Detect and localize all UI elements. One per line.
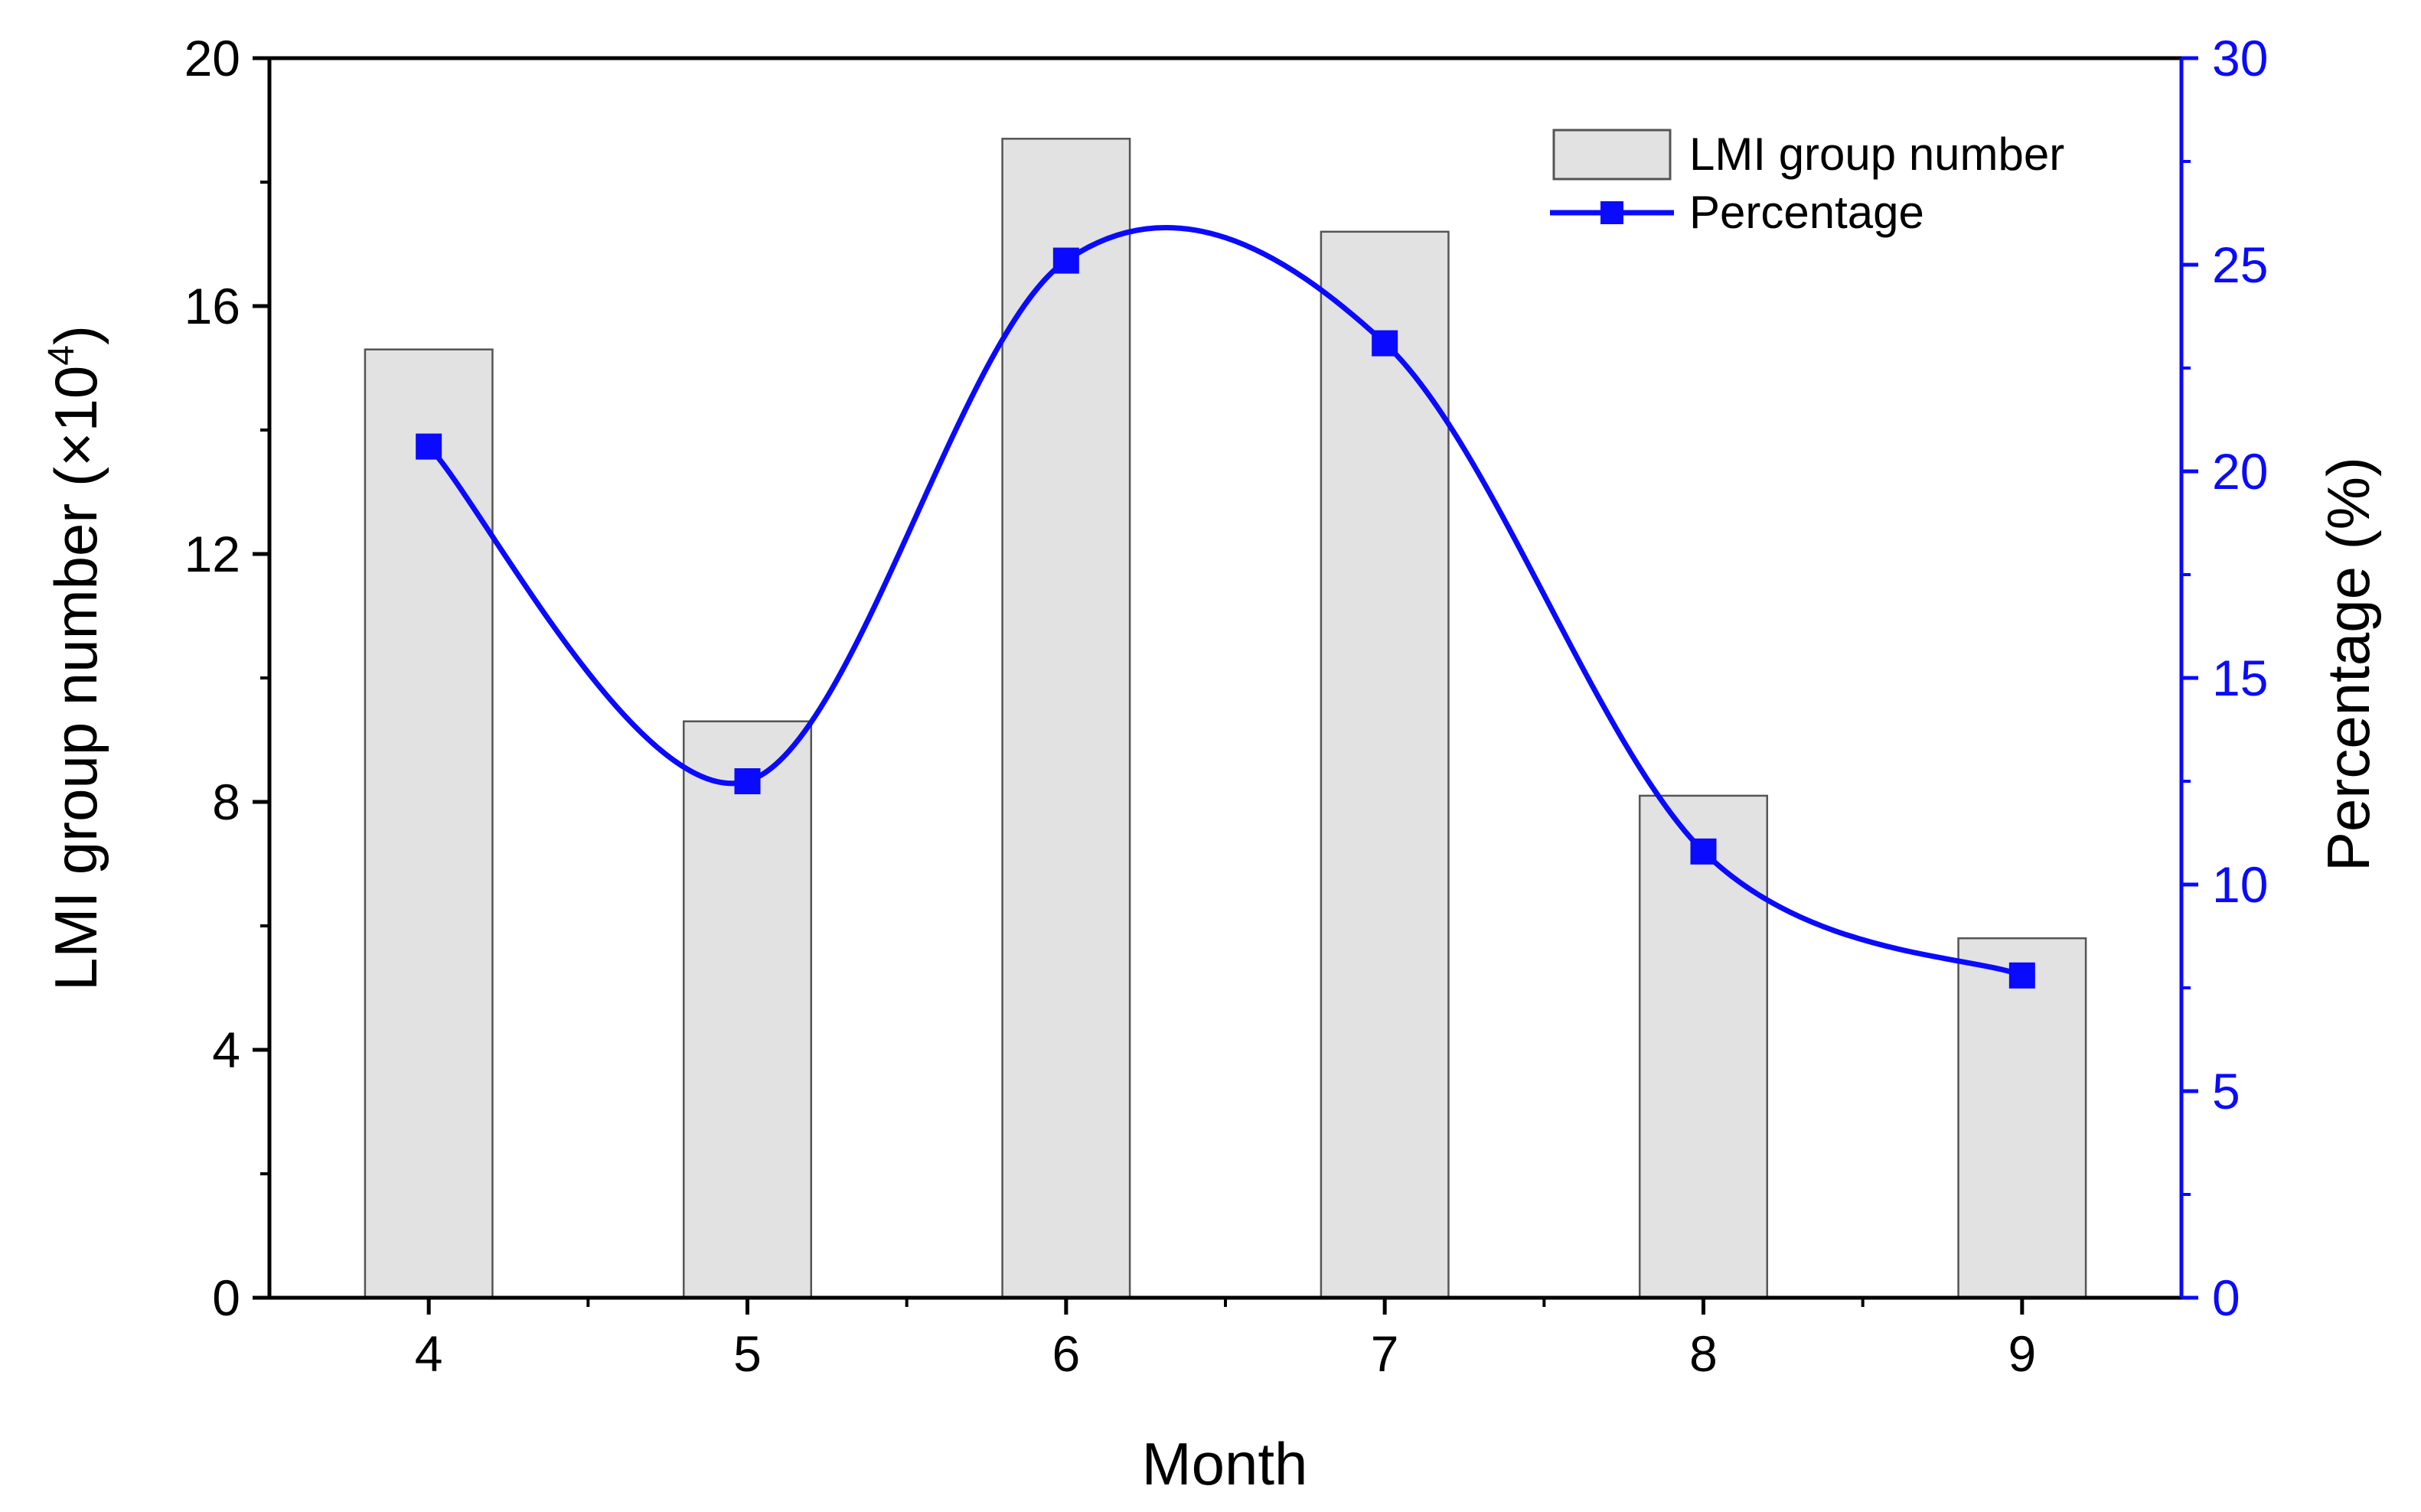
y-axis-left-title-main: LMI group number (×10 — [42, 366, 109, 991]
legend-label-lmi-group-number: LMI group number — [1689, 129, 2064, 180]
percentage-marker-month-8 — [1690, 838, 1717, 865]
line-layer — [416, 224, 2035, 989]
y-left-tick-label: 20 — [184, 30, 240, 86]
bar-month-7 — [1320, 230, 1450, 1299]
y-right-tick-label: 25 — [2212, 236, 2268, 293]
y-left-tick-label: 8 — [212, 774, 240, 830]
percentage-marker-month-6 — [1052, 247, 1079, 274]
bar-month-9 — [1957, 937, 2087, 1299]
legend-marker-swatch — [1600, 201, 1623, 224]
y-right-tick-label: 0 — [2212, 1269, 2240, 1326]
y-axis-left-title-end: ) — [42, 325, 109, 345]
x-tick-label-4: 4 — [415, 1325, 443, 1382]
y-axis-left-title-superscript: 4 — [41, 345, 82, 366]
y-axis-right-title: Percentage (%) — [2315, 457, 2382, 872]
legend-label-percentage: Percentage — [1689, 187, 1924, 238]
x-tick-label-6: 6 — [1052, 1325, 1080, 1382]
y-axis-left-title: LMI group number (×104) — [41, 325, 109, 991]
x-tick-label-8: 8 — [1689, 1325, 1718, 1382]
bar-month-4 — [364, 348, 494, 1299]
percentage-marker-month-5 — [734, 768, 761, 794]
y-right-tick-label: 20 — [2212, 443, 2268, 500]
y-right-tick-label: 30 — [2212, 30, 2268, 86]
percentage-marker-month-7 — [1372, 330, 1398, 357]
bar-month-6 — [1001, 138, 1131, 1299]
bar-month-8 — [1638, 794, 1769, 1299]
legend: LMI group number Percentage — [1550, 129, 2064, 238]
x-axis-title: Month — [1142, 1430, 1308, 1497]
bars-layer — [364, 138, 2087, 1299]
y-left-tick-label: 0 — [212, 1269, 240, 1326]
x-tick-label-7: 7 — [1371, 1325, 1399, 1382]
x-tick-label-9: 9 — [2008, 1325, 2036, 1382]
percentage-marker-month-4 — [416, 433, 442, 460]
y-right-tick-label: 5 — [2212, 1063, 2240, 1119]
x-tick-label-5: 5 — [733, 1325, 762, 1382]
legend-bar-swatch — [1552, 129, 1672, 181]
ticks-layer: 0 4 8 12 16 20 0 5 10 15 20 25 30 4 5 6 7 8 9 — [184, 30, 2269, 1382]
y-right-tick-label: 10 — [2212, 856, 2268, 913]
y-left-tick-label: 16 — [184, 278, 240, 334]
y-left-tick-label: 12 — [184, 526, 240, 582]
y-left-tick-label: 4 — [212, 1022, 240, 1078]
y-right-tick-label: 15 — [2212, 650, 2268, 706]
percentage-marker-month-9 — [2008, 962, 2035, 989]
percentage-line — [426, 224, 2024, 979]
bar-month-5 — [682, 720, 813, 1299]
axes-layer — [267, 56, 2184, 1300]
